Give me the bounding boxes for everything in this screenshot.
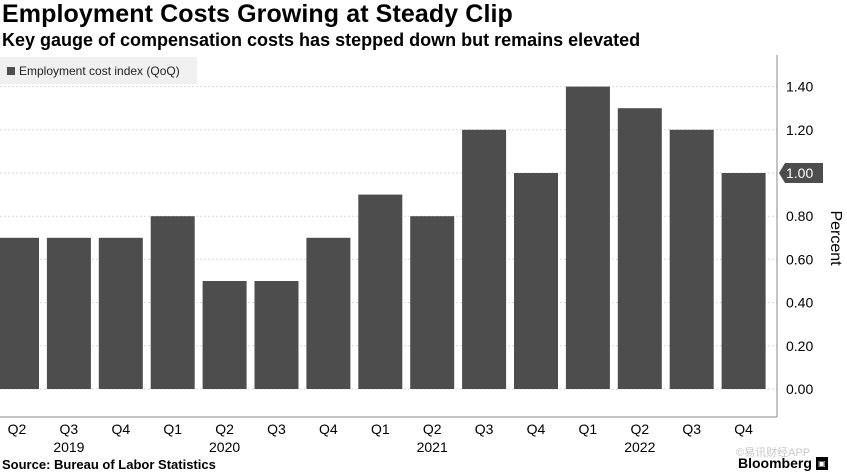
bar — [150, 216, 195, 389]
y-tick-label: 0.60 — [786, 251, 813, 267]
last-value-callout — [779, 163, 823, 183]
y-tick-label: 0.00 — [786, 381, 813, 397]
x-tick-label: Q1 — [579, 421, 598, 437]
bar — [46, 237, 91, 389]
y-tick-label: 0.40 — [786, 295, 813, 311]
chart-title: Employment Costs Growing at Steady Clip — [2, 0, 513, 28]
x-tick-label: Q4 — [734, 421, 753, 437]
y-tick-label: 1.40 — [786, 79, 813, 95]
brand-name: Bloomberg — [738, 455, 812, 471]
year-label: 2019 — [53, 439, 84, 455]
bar — [410, 216, 455, 389]
x-tick-label: Q3 — [60, 421, 79, 437]
x-tick-label: Q4 — [527, 421, 546, 437]
last-value-label: 1.00 — [786, 165, 813, 181]
y-tick-label: 0.20 — [786, 338, 813, 354]
y-axis-title: Percent — [827, 210, 844, 266]
x-tick-label: Q4 — [111, 421, 130, 437]
bar — [669, 129, 714, 390]
watermark: ©易讯财经APP — [736, 447, 811, 459]
legend-swatch — [7, 66, 15, 75]
bar — [462, 129, 507, 390]
bar — [202, 281, 247, 389]
x-tick-label: Q4 — [319, 421, 338, 437]
y-tick-label: 1.20 — [786, 122, 813, 138]
bloomberg-mark-icon: ▣ — [815, 456, 828, 470]
chart-subtitle: Key gauge of compensation costs has step… — [2, 30, 641, 50]
x-tick-label: Q3 — [475, 421, 494, 437]
year-label: 2022 — [624, 439, 655, 455]
x-tick-label: Q2 — [215, 421, 234, 437]
bar — [98, 237, 143, 389]
bar — [617, 108, 662, 389]
bloomberg-logo: Bloomberg ▣ — [738, 455, 828, 471]
year-label: 2021 — [417, 439, 448, 455]
bar — [514, 173, 558, 389]
x-tick-label: Q1 — [163, 421, 182, 437]
year-label: 2020 — [209, 439, 240, 455]
bar — [254, 281, 299, 389]
bar — [721, 173, 766, 389]
bar — [565, 86, 610, 389]
bar — [0, 237, 39, 389]
x-tick-label: Q2 — [8, 421, 27, 437]
x-tick-label: Q3 — [267, 421, 286, 437]
bar — [358, 194, 403, 389]
bar — [306, 237, 351, 389]
x-tick-label: Q1 — [371, 421, 390, 437]
y-tick-label: 0.80 — [786, 208, 813, 224]
source-note: Source: Bureau of Labor Statistics — [2, 457, 216, 472]
legend: Employment cost index (QoQ) — [0, 57, 197, 84]
legend-label: Employment cost index (QoQ) — [19, 63, 180, 78]
x-tick-label: Q2 — [630, 421, 649, 437]
x-tick-label: Q3 — [682, 421, 701, 437]
x-tick-label: Q2 — [423, 421, 442, 437]
